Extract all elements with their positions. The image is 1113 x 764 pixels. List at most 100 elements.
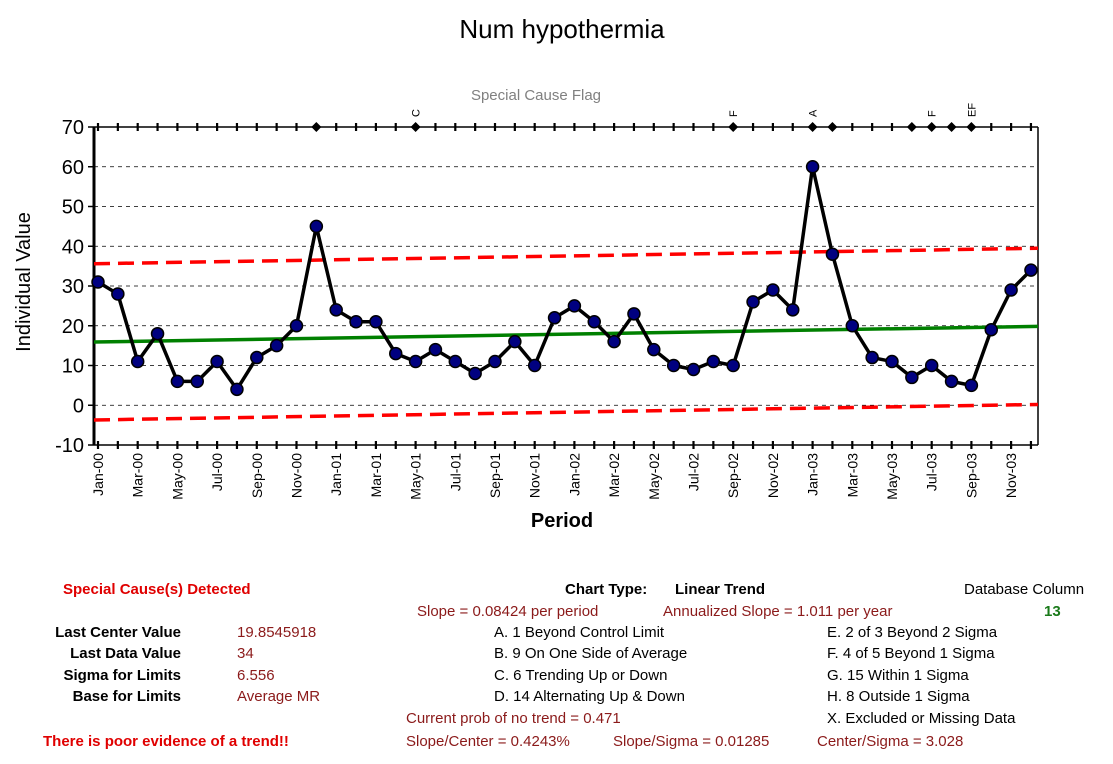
ucl-line bbox=[93, 246, 1039, 266]
trend-evidence: There is poor evidence of a trend!! bbox=[43, 733, 289, 750]
data-point bbox=[150, 326, 165, 341]
center-line bbox=[93, 324, 1039, 344]
data-point bbox=[964, 378, 979, 393]
x-tick-label: Jul-02 bbox=[686, 453, 702, 491]
rule-b: B. 9 On One Side of Average bbox=[494, 645, 688, 662]
x-tick-label: Jan-03 bbox=[805, 453, 821, 496]
data-point bbox=[746, 295, 760, 309]
data-point bbox=[845, 319, 860, 333]
x-tick-labels: Jan-00 Mar-00 May-00 Jul-00 Sep-00 Nov-00 Jan-… bbox=[90, 453, 1019, 500]
last-center-label: Last Center Value bbox=[55, 624, 181, 641]
x-tick-label: Jan-00 bbox=[90, 453, 106, 496]
x-tick-label: Nov-01 bbox=[527, 453, 543, 498]
x-tick-label: Jul-03 bbox=[924, 453, 940, 491]
y-axis-title: Individual Value bbox=[13, 212, 35, 352]
data-point bbox=[924, 358, 939, 373]
data-point bbox=[269, 338, 284, 353]
x-tick-label: May-03 bbox=[884, 453, 900, 500]
data-point bbox=[547, 311, 562, 325]
data-point bbox=[468, 366, 482, 381]
x-tick-label: Nov-03 bbox=[1003, 453, 1019, 498]
y-tick-label: 60 bbox=[62, 157, 84, 179]
data-point bbox=[130, 354, 145, 369]
data-point bbox=[190, 374, 204, 389]
data-point bbox=[428, 342, 443, 357]
x-tick-label: Mar-01 bbox=[368, 453, 384, 498]
flag-letter: EF bbox=[966, 103, 978, 117]
data-point bbox=[607, 334, 621, 349]
y-tick-label: 20 bbox=[62, 316, 84, 338]
rule-e: E. 2 of 3 Beyond 2 Sigma bbox=[827, 624, 998, 641]
rule-a: A. 1 Beyond Control Limit bbox=[494, 624, 665, 641]
data-point bbox=[448, 354, 463, 369]
x-tick-label: Jul-00 bbox=[209, 453, 225, 491]
flag-letter: F bbox=[728, 110, 740, 117]
data-series bbox=[91, 160, 1038, 397]
data-point bbox=[647, 342, 661, 357]
data-point bbox=[786, 303, 800, 317]
y-tick-label: 0 bbox=[73, 395, 84, 417]
flag-marker bbox=[926, 122, 937, 132]
data-point bbox=[369, 315, 383, 329]
y-tick-label: 10 bbox=[62, 356, 84, 378]
sigma-label: Sigma for Limits bbox=[63, 667, 181, 684]
x-tick-label: Jan-02 bbox=[566, 453, 582, 496]
x-tick-label: Jan-01 bbox=[328, 453, 344, 496]
center-sigma: Center/Sigma = 3.028 bbox=[817, 733, 964, 750]
db-column-label: Database Column bbox=[964, 581, 1085, 598]
db-column-value: 13 bbox=[1044, 603, 1061, 620]
data-point bbox=[488, 354, 502, 369]
data-point bbox=[389, 346, 403, 361]
data-point bbox=[766, 283, 780, 297]
data-point bbox=[170, 374, 185, 389]
data-point bbox=[825, 247, 840, 261]
base-value: Average MR bbox=[237, 688, 321, 705]
flag-marker bbox=[311, 122, 322, 132]
rule-c: C. 6 Trending Up or Down bbox=[494, 667, 668, 684]
last-data-value: 34 bbox=[237, 645, 254, 662]
x-tick-label: Nov-00 bbox=[289, 453, 305, 498]
data-point bbox=[984, 322, 998, 337]
data-point bbox=[250, 350, 264, 365]
sigma-value: 6.556 bbox=[237, 667, 275, 684]
flag-letter: C bbox=[411, 109, 423, 117]
x-tick-label: Jul-01 bbox=[447, 453, 463, 491]
y-tick-label: 40 bbox=[62, 236, 84, 258]
x-tick-label: May-00 bbox=[169, 453, 185, 500]
flag-marker bbox=[966, 122, 977, 132]
last-center-value: 19.8545918 bbox=[237, 624, 317, 641]
lcl-line bbox=[93, 402, 1039, 422]
slope-center: Slope/Center = 0.4243% bbox=[406, 733, 570, 750]
data-point bbox=[1024, 263, 1038, 277]
special-cause-detected: Special Cause(s) Detected bbox=[63, 581, 251, 598]
data-point bbox=[349, 315, 363, 329]
control-limits bbox=[93, 246, 1039, 422]
data-point bbox=[567, 299, 582, 313]
data-point bbox=[91, 275, 105, 289]
flag-letter: A bbox=[808, 109, 820, 117]
flag-marker bbox=[906, 122, 917, 132]
data-point bbox=[666, 358, 681, 373]
data-point bbox=[726, 358, 740, 373]
x-tick-label: Sep-03 bbox=[963, 453, 979, 498]
data-point bbox=[309, 219, 324, 234]
x-tick-label: Mar-00 bbox=[130, 453, 146, 498]
y-tick-label: -10 bbox=[55, 435, 84, 457]
flag-label: Special Cause Flag bbox=[471, 87, 601, 104]
chart-type-value: Linear Trend bbox=[675, 581, 766, 598]
axes bbox=[88, 123, 1039, 449]
data-point bbox=[627, 307, 641, 321]
data-point bbox=[587, 315, 601, 329]
data-point bbox=[1004, 283, 1018, 297]
data-point bbox=[944, 374, 959, 389]
flag-marker bbox=[807, 122, 818, 132]
x-tick-label: May-02 bbox=[646, 453, 662, 500]
x-tick-label: Sep-02 bbox=[725, 453, 741, 498]
x-tick-label: Sep-01 bbox=[487, 453, 503, 498]
data-point bbox=[865, 350, 879, 365]
special-cause-flags: C F A F EF bbox=[311, 103, 978, 132]
data-point bbox=[289, 319, 304, 333]
x-axis-title: Period bbox=[531, 510, 593, 532]
slope-sigma: Slope/Sigma = 0.01285 bbox=[613, 733, 770, 750]
x-tick-label: May-01 bbox=[408, 453, 424, 500]
